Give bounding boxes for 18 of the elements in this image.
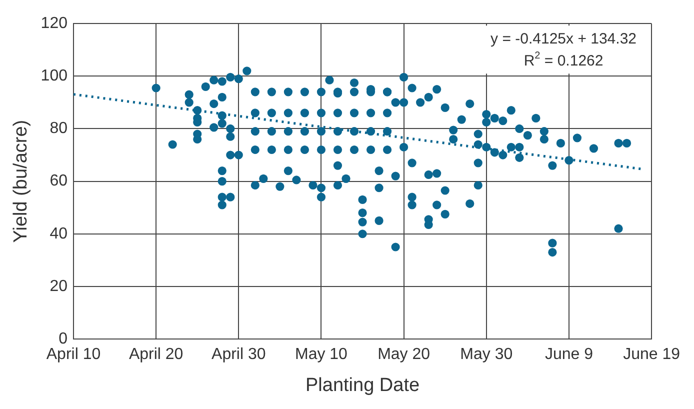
y-tick-label: 100: [40, 68, 68, 85]
y-tick-label: 80: [50, 120, 68, 138]
x-axis-title: Planting Date: [305, 374, 420, 396]
y-tick-label: 120: [40, 15, 68, 32]
x-tick-label: April 20: [128, 346, 184, 364]
y-tick-label: 40: [50, 225, 68, 242]
y-tick-label: 60: [50, 172, 68, 190]
x-tick-label: May 10: [294, 346, 348, 364]
y-tick-label: 0: [58, 330, 68, 348]
x-tick-label: June 9: [544, 346, 594, 364]
x-tick-label: June 19: [623, 346, 680, 364]
x-tick-label: May 20: [378, 346, 430, 364]
y-axis-title: Yield (bu/acre): [10, 120, 32, 243]
annotation: y = -0.4125x + 134.32: [490, 30, 637, 48]
x-tick-label: April 10: [46, 346, 101, 364]
y-tick-label: 20: [50, 278, 68, 295]
x-tick-label: April 30: [212, 346, 266, 364]
x-tick-label: May 30: [460, 346, 513, 364]
